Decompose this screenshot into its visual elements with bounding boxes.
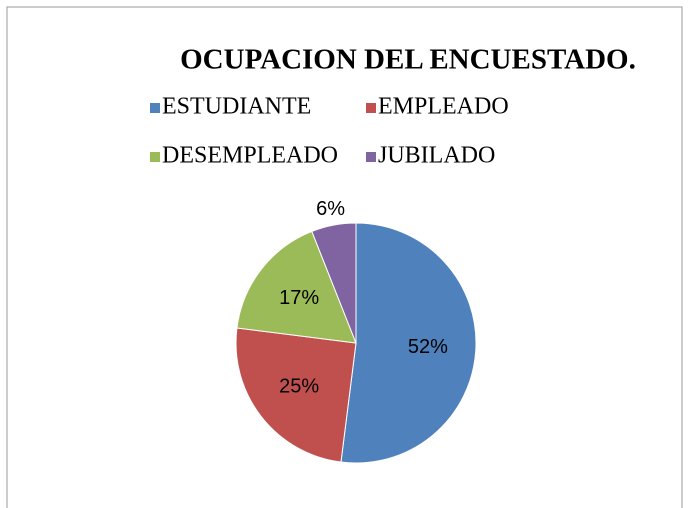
legend-label: ESTUDIANTE [162,94,311,120]
legend-label: DESEMPLEADO [162,143,338,169]
chart-title: OCUPACION DEL ENCUESTADO. [180,44,636,76]
pie-slice [311,222,357,344]
legend-swatch [366,103,376,113]
data-label: 17% [279,287,319,309]
pie-slice [340,222,477,464]
data-label: 6% [316,198,345,220]
legend-swatch [150,152,160,162]
legend-swatch [366,152,376,162]
pie-slice [236,230,357,344]
data-label: 52% [408,336,448,358]
legend-label: EMPLEADO [378,94,509,120]
chart-border [6,6,683,508]
pie-slice [235,327,357,463]
data-label: 25% [279,375,319,397]
legend-label: JUBILADO [378,143,495,169]
legend-swatch [150,103,160,113]
